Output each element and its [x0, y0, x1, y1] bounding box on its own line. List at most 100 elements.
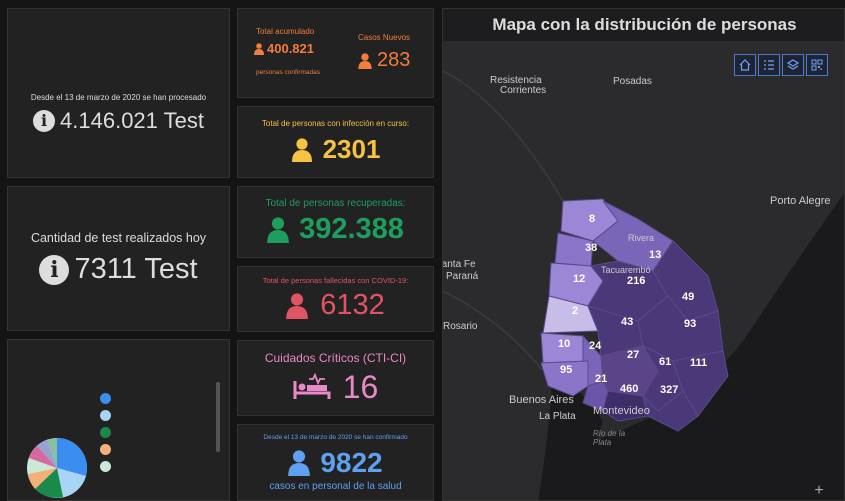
legend-scrollbar[interactable] — [216, 382, 220, 452]
en-curso-title: Total de personas con infección en curso… — [261, 119, 410, 128]
acumulado-sub: personas confirmadas — [256, 69, 320, 76]
dept-count: 21 — [595, 373, 608, 385]
city-label: Río de la Plata — [593, 429, 626, 447]
person-icon — [291, 137, 312, 162]
tests-total-panel: Desde el 13 de marzo de 2020 se han proc… — [7, 8, 230, 178]
home-button[interactable] — [734, 54, 756, 76]
salud-sub: casos en personal de la salud — [269, 480, 402, 492]
city-label: La Plata — [539, 411, 576, 422]
salud-value: 9822 — [320, 446, 383, 478]
city-label: Corrientes — [500, 85, 547, 96]
dept-count: 460 — [620, 383, 639, 395]
legend-dot — [100, 410, 111, 421]
person-icon — [288, 449, 311, 476]
fallecidas-panel: Total de personas fallecidas con COVID-1… — [237, 266, 434, 332]
city-label: Tacuarembó — [601, 265, 651, 275]
map-toolbar — [734, 54, 828, 76]
dept-count: 95 — [560, 364, 573, 376]
person-icon — [286, 292, 309, 319]
salud-value-row: 9822 — [288, 446, 383, 479]
recuperadas-value-row: 392.388 — [267, 213, 404, 246]
person-icon — [358, 52, 372, 69]
nuevos-value-row: 283 — [358, 49, 410, 72]
fallecidas-title: Total de personas fallecidas con COVID-1… — [262, 276, 409, 285]
tests-total-caption: Desde el 13 de marzo de 2020 se han proc… — [30, 92, 207, 102]
legend-dot — [100, 461, 111, 472]
cti-value-row: 16 — [293, 368, 379, 406]
dept-count: 27 — [627, 349, 640, 361]
person-icon — [254, 42, 264, 55]
dept-count: 13 — [649, 249, 662, 261]
city-label: Rosario — [443, 321, 478, 332]
tests-today-value-row: i 7311 Test — [39, 253, 198, 286]
recuperadas-value: 392.388 — [299, 213, 404, 245]
qr-code-icon — [811, 59, 823, 71]
acumulado-title: Total acumulado — [256, 27, 315, 36]
salud-panel: Desde el 13 de marzo de 2020 se han conf… — [237, 424, 434, 501]
fallecidas-value-row: 6132 — [286, 289, 385, 322]
list-icon — [764, 60, 774, 70]
cti-title: Cuidados Críticos (CTI-CI) — [264, 350, 407, 365]
legend-button[interactable] — [758, 54, 780, 76]
legend-item[interactable] — [100, 407, 117, 424]
info-icon: i — [33, 109, 56, 132]
dept-count: 111 — [690, 357, 708, 369]
tests-today-caption: Cantidad de test realizados hoy — [30, 231, 207, 245]
dept-count: 327 — [660, 384, 679, 396]
dept-canelones[interactable] — [602, 390, 649, 422]
legend-item[interactable] — [100, 424, 117, 441]
acumulado-panel: Total acumulado 400.821 personas confirm… — [237, 8, 434, 98]
dept-maldonado[interactable] — [642, 390, 699, 432]
layers-button[interactable] — [782, 54, 804, 76]
legend-dot — [100, 393, 111, 404]
dept-count: 38 — [585, 242, 598, 254]
salud-title: Desde el 13 de marzo de 2020 se han conf… — [263, 433, 408, 441]
city-label: Santa Fe — [442, 259, 476, 270]
dept-count: 8 — [589, 213, 596, 225]
dept-count: 216 — [627, 275, 646, 287]
distribution-panel — [7, 339, 230, 501]
cti-panel: Cuidados Críticos (CTI-CI) 16 — [237, 340, 434, 416]
dept-count: 2 — [572, 305, 579, 317]
distribution-legend — [100, 390, 117, 475]
en-curso-value-row: 2301 — [291, 134, 381, 165]
distribution-title — [8, 340, 229, 348]
legend-item[interactable] — [100, 458, 117, 475]
city-label: Posadas — [613, 76, 652, 87]
tests-total-value: 4.146.021 Test — [60, 107, 204, 133]
tests-today-panel: Cantidad de test realizados hoy i 7311 T… — [7, 186, 230, 331]
dept-count: 43 — [621, 316, 634, 328]
pie-chart[interactable] — [25, 436, 89, 500]
recuperadas-title: Total de personas recuperadas: — [265, 198, 406, 209]
legend-item[interactable] — [100, 441, 117, 458]
legend-item[interactable] — [100, 390, 117, 407]
dept-colonia[interactable] — [540, 360, 589, 397]
dept-count: 12 — [573, 273, 586, 285]
city-label: Resistencia — [490, 75, 542, 86]
en-curso-value: 2301 — [322, 134, 381, 164]
acumulado-value-row: 400.821 — [254, 41, 314, 56]
city-label: Montevideo — [593, 405, 650, 417]
en-curso-panel: Total de personas con infección en curso… — [237, 106, 434, 178]
home-icon — [739, 59, 751, 71]
layers-icon — [787, 59, 799, 70]
cti-value: 16 — [342, 368, 379, 405]
nuevos-title: Casos Nuevos — [358, 33, 411, 42]
legend-dot — [100, 427, 111, 438]
qr-button[interactable] — [806, 54, 828, 76]
map-title: Mapa con la distribución de personas — [443, 9, 844, 41]
dept-rocha[interactable] — [672, 350, 729, 417]
person-icon — [267, 216, 289, 243]
dept-count: 61 — [659, 356, 672, 368]
zoom-in-button[interactable]: + — [814, 482, 824, 499]
city-label: Rivera — [628, 233, 655, 243]
map-panel[interactable]: Mapa con la distribución de personas — [442, 8, 845, 501]
tests-today-value: 7311 Test — [74, 253, 198, 285]
dept-count: 49 — [682, 291, 695, 303]
map-canvas[interactable] — [443, 41, 845, 501]
city-label: Paraná — [446, 271, 479, 282]
fallecidas-value: 6132 — [320, 289, 385, 321]
hospital-bed-icon — [293, 373, 331, 399]
recuperadas-panel: Total de personas recuperadas: 392.388 — [237, 186, 434, 258]
dept-count: 10 — [558, 338, 571, 350]
